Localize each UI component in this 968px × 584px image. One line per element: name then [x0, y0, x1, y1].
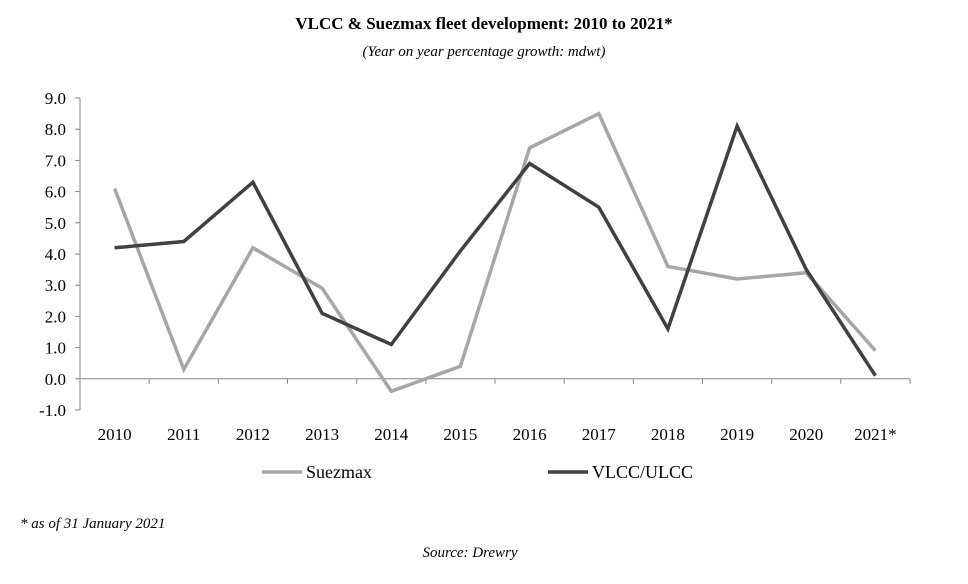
- series-line-suezmax: [112, 111, 877, 394]
- chart-title: VLCC & Suezmax fleet development: 2010 t…: [295, 14, 673, 33]
- series-line-vlcc-ulcc: [114, 121, 877, 377]
- y-tick-label: 0.0: [45, 370, 66, 389]
- legend-label: VLCC/ULCC: [592, 462, 693, 482]
- y-tick-label: 3.0: [45, 276, 66, 295]
- x-tick-label: 2010: [98, 425, 132, 444]
- source-note: Source: Drewry: [422, 545, 518, 561]
- y-tick-label: -1.0: [39, 401, 66, 420]
- x-tick-label: 2014: [374, 425, 409, 444]
- y-tick-label: 9.0: [45, 89, 66, 108]
- y-tick-label: 4.0: [45, 245, 66, 264]
- y-tick-label: 1.0: [45, 339, 66, 358]
- x-tick-label: 2012: [236, 425, 270, 444]
- x-tick-label: 2020: [789, 425, 823, 444]
- chart-subtitle: (Year on year percentage growth: mdwt): [362, 44, 606, 60]
- x-tick-label: 2013: [305, 425, 339, 444]
- y-tick-label: 8.0: [45, 120, 66, 139]
- x-tick-label: 2011: [167, 425, 200, 444]
- x-tick-label: 2018: [651, 425, 685, 444]
- legend-label: Suezmax: [306, 462, 372, 482]
- y-tick-label: 2.0: [45, 307, 66, 326]
- y-tick-label: 5.0: [45, 214, 66, 233]
- x-tick-label: 2021*: [854, 425, 897, 444]
- x-tick-label: 2017: [582, 425, 617, 444]
- x-tick-label: 2019: [720, 425, 754, 444]
- y-tick-label: 7.0: [45, 151, 66, 170]
- x-tick-label: 2015: [443, 425, 477, 444]
- x-tick-label: 2016: [513, 425, 547, 444]
- footnote: * as of 31 January 2021: [20, 516, 166, 532]
- y-tick-label: 6.0: [45, 183, 66, 202]
